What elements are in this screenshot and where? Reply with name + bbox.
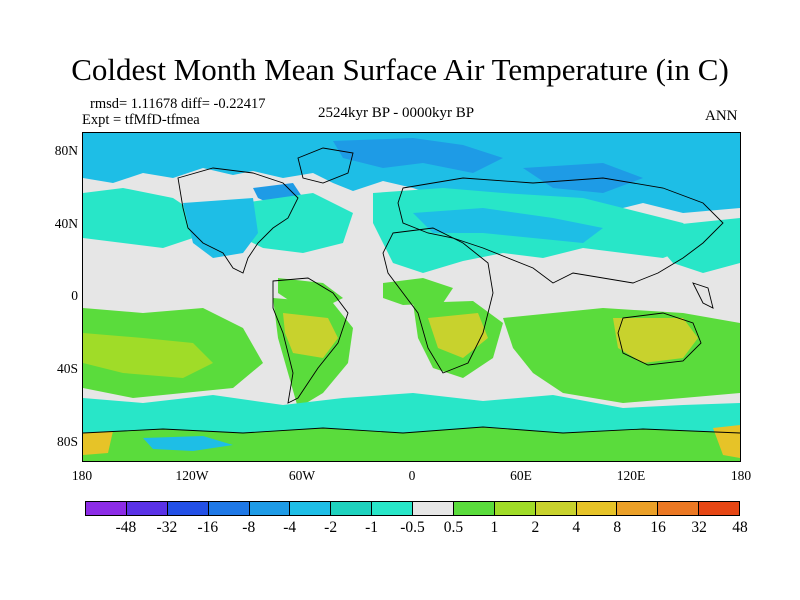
colorbar-box-9 [453, 501, 495, 516]
coastlines [83, 147, 740, 434]
colorbar [85, 501, 740, 516]
colorbar-box-11 [535, 501, 577, 516]
lon-label-180e: 180 [730, 468, 752, 483]
colorbar-label-4: -4 [283, 519, 297, 536]
eurasia-coast [397, 177, 724, 284]
lat-label-40n: 40N [54, 216, 78, 231]
antarctic-warm-patch-east [713, 425, 740, 458]
southern-ocean-cool-band [83, 393, 740, 438]
lon-label-60w: 60W [288, 468, 316, 483]
colorbar-box-2 [167, 501, 209, 516]
colorbar-box-6 [331, 501, 373, 516]
colorbar-box-1 [126, 501, 168, 516]
colorbar-label-7: -0.5 [400, 519, 425, 536]
lon-label-0: 0 [408, 468, 416, 483]
lon-label-120w: 120W [175, 468, 209, 483]
colorbar-label-6: -1 [365, 519, 379, 536]
colorbar-label-3: -8 [242, 519, 256, 536]
colorbar-label-12: 8 [613, 519, 622, 536]
period-text: 2524kyr BP - 0000kyr BP [318, 105, 475, 121]
map-title: Coldest Month Mean Surface Air Temperatu… [71, 52, 729, 87]
south-america-coast [272, 277, 349, 404]
north-pacific-region [83, 188, 203, 248]
africa-coast [382, 227, 494, 374]
lon-label-60e: 60E [510, 468, 532, 483]
colorbar-label-11: 4 [572, 519, 581, 536]
colorbar-label-14: 32 [691, 519, 707, 536]
colorbar-box-13 [617, 501, 659, 516]
colorbar-box-14 [658, 501, 700, 516]
amazon-warming-patch [283, 313, 338, 358]
colorbar-box-12 [576, 501, 618, 516]
experiment-text: Expt = tfMfD-tfmea [82, 112, 200, 128]
colorbar-box-3 [208, 501, 250, 516]
greenland-coast [297, 147, 354, 184]
north-america-coast [177, 167, 299, 274]
colorbar-label-1: -32 [156, 519, 178, 536]
australia-warm-patch [613, 318, 698, 363]
colorbar-label-8: 0.5 [443, 519, 464, 536]
colorbar-box-15 [699, 501, 740, 516]
colorbar-label-5: -2 [324, 519, 338, 536]
central-asia-patch [413, 208, 603, 243]
colorbar-box-5 [290, 501, 332, 516]
colorbar-label-9: 1 [490, 519, 499, 536]
colorbar-label-0: -48 [115, 519, 137, 536]
temperature-difference-map [82, 132, 741, 462]
lat-label-80n: 80N [54, 143, 78, 158]
lat-label-0: 0 [71, 288, 78, 303]
colorbar-box-4 [249, 501, 291, 516]
colorbar-label-15: 48 [732, 519, 748, 536]
colorbar-label-2: -16 [197, 519, 219, 536]
antarctica-coast [83, 426, 740, 434]
lon-label-120e: 120E [616, 468, 646, 483]
colorbar-box-8 [413, 501, 454, 516]
colorbar-box-10 [494, 501, 536, 516]
southern-africa-warm-patch [428, 313, 488, 358]
colorbar-box-7 [372, 501, 413, 516]
antarctic-warm-patch-west [83, 431, 113, 455]
lon-label-180w: 180 [71, 468, 93, 483]
map-canvas [83, 133, 740, 461]
indonesia-coast [692, 282, 714, 309]
season-text: ANN [705, 108, 738, 124]
arctic-deep-patch-1 [333, 138, 503, 173]
stats-text: rmsd= 1.11678 diff= -0.22417 [90, 96, 266, 112]
colorbar-box-0 [85, 501, 127, 516]
north-america-region [183, 198, 258, 258]
colorbar-label-13: 16 [650, 519, 666, 536]
antarctica-region [83, 427, 740, 461]
arctic-cooling-region [83, 133, 740, 213]
lat-label-80s: 80S [56, 434, 78, 449]
siberia-deep-patch [523, 163, 643, 193]
south-pacific-warm-patch [83, 333, 213, 378]
australia-coast [617, 312, 702, 366]
sahel-patch [383, 278, 453, 305]
west-pacific-region [643, 218, 740, 273]
colorbar-label-10: 2 [531, 519, 540, 536]
antarctic-cool-patch [143, 436, 233, 451]
lat-label-40s: 40S [56, 361, 78, 376]
